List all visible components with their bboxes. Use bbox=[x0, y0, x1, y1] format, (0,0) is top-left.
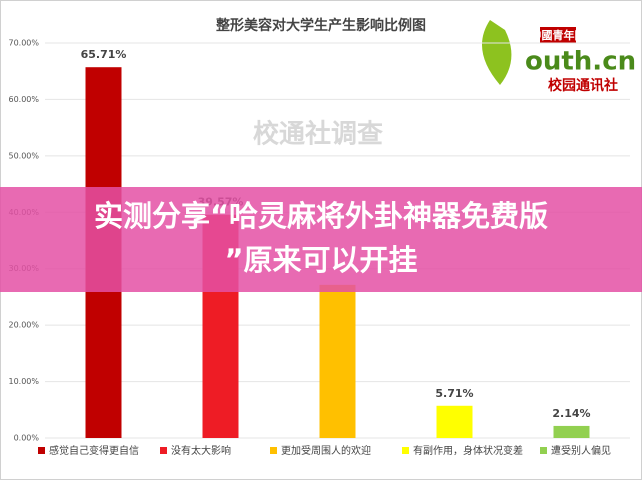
logo-site: outh.cn bbox=[525, 47, 636, 77]
logo-unit: 校园通讯社 bbox=[548, 77, 618, 94]
bar bbox=[319, 284, 356, 438]
logo-leaf bbox=[482, 20, 512, 85]
legend-label: 有副作用，身体状况变差 bbox=[413, 444, 523, 457]
bar bbox=[553, 425, 590, 438]
legend-label: 更加受周围人的欢迎 bbox=[281, 444, 371, 457]
chart-title: 整形美容对大学生产生影响比例图 bbox=[215, 17, 426, 34]
legend-label: 遭受别人偏见 bbox=[551, 444, 611, 457]
legend-swatch bbox=[402, 447, 409, 454]
banner-line: ”原来可以开挂 bbox=[224, 243, 417, 277]
legend-label: 没有太大影响 bbox=[171, 444, 231, 457]
legend-swatch bbox=[160, 447, 167, 454]
legend-swatch bbox=[540, 447, 547, 454]
y-tick-label: 60.00% bbox=[8, 95, 39, 104]
y-tick-label: 10.00% bbox=[8, 377, 39, 386]
legend-swatch bbox=[270, 447, 277, 454]
legend-swatch bbox=[38, 447, 45, 454]
banner-line: 实测分享“哈灵麻将外卦神器免费版 bbox=[94, 199, 548, 233]
value-label: 2.14% bbox=[552, 407, 590, 420]
y-tick-label: 70.00% bbox=[8, 39, 39, 48]
logo-badge bbox=[540, 27, 576, 43]
value-label: 5.71% bbox=[435, 387, 473, 400]
banner bbox=[0, 187, 642, 292]
value-label: 65.71% bbox=[81, 48, 127, 61]
y-tick-label: 0.00% bbox=[14, 434, 40, 443]
y-tick-label: 20.00% bbox=[8, 321, 39, 330]
watermark: 校通社调查 bbox=[253, 119, 383, 150]
y-tick-label: 50.00% bbox=[8, 151, 39, 160]
logo-brand: 中國青年网 bbox=[531, 28, 586, 42]
logo: 中國青年网 outh.cn 校园通讯社 bbox=[482, 20, 636, 94]
bar bbox=[436, 405, 473, 438]
legend-label: 感觉自己变得更自信 bbox=[49, 444, 139, 457]
